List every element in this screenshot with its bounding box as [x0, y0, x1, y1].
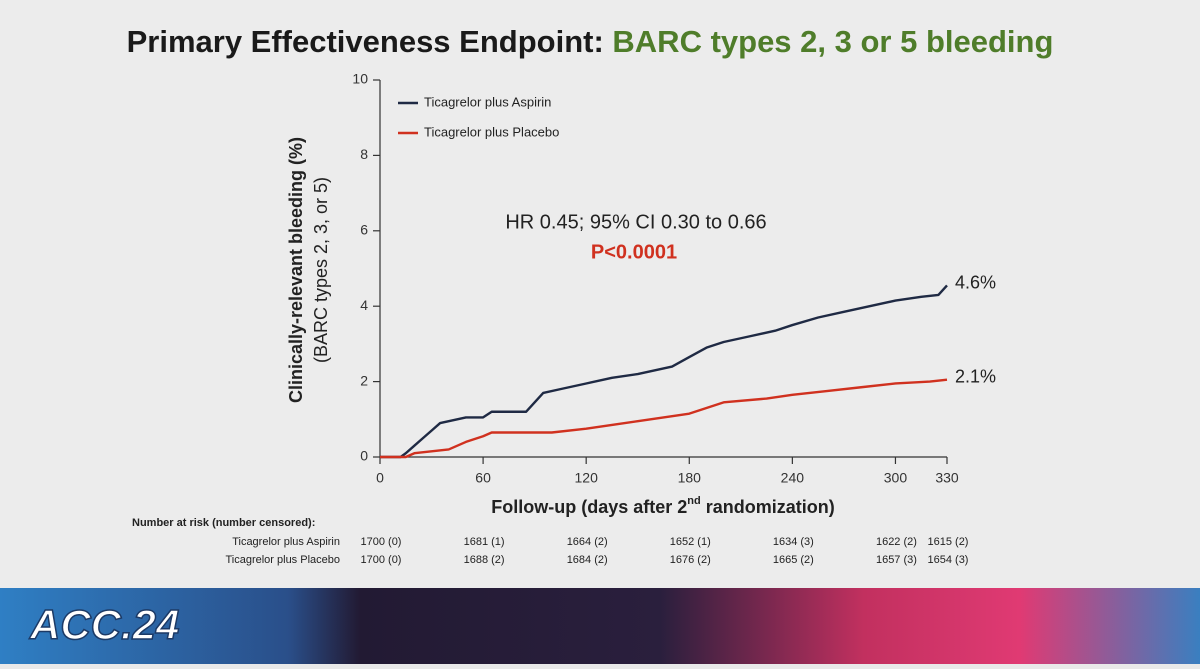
risk-cell: 1634 (3) — [773, 536, 814, 548]
x-axis-label: Follow-up (days after 2nd randomization) — [491, 495, 834, 517]
end-label: 4.6% — [955, 272, 996, 292]
title-main: Primary Effectiveness Endpoint: — [127, 24, 604, 59]
legend-label: Ticagrelor plus Placebo — [424, 124, 559, 139]
x-tick-label: 0 — [376, 470, 384, 486]
y-tick-label: 6 — [360, 222, 368, 238]
y-tick-label: 8 — [360, 146, 368, 162]
x-tick-label: 300 — [884, 470, 908, 486]
x-tick-label: 180 — [678, 470, 702, 486]
risk-cell: 1676 (2) — [670, 554, 711, 566]
end-label: 2.1% — [955, 367, 996, 387]
risk-cell: 1700 (0) — [361, 554, 402, 566]
risk-cell: 1615 (2) — [928, 536, 969, 548]
risk-table-title: Number at risk (number censored): — [132, 517, 315, 529]
risk-cell: 1665 (2) — [773, 554, 814, 566]
risk-cell: 1664 (2) — [567, 536, 608, 548]
risk-cell: 1654 (3) — [928, 554, 969, 566]
km-curve — [380, 378, 948, 459]
risk-cell: 1684 (2) — [567, 554, 608, 566]
y-tick-label: 2 — [360, 372, 368, 388]
y-tick-label: 0 — [360, 448, 368, 464]
x-tick-label: 60 — [475, 470, 491, 486]
risk-cell: 1652 (1) — [670, 536, 711, 548]
risk-cell: 1681 (1) — [464, 536, 505, 548]
x-tick-label: 330 — [935, 470, 959, 486]
footer-logo: ACC.24 — [29, 601, 179, 648]
y-tick-label: 4 — [360, 297, 368, 313]
x-tick-label: 120 — [575, 470, 599, 486]
annotation: P<0.0001 — [591, 241, 677, 263]
y-tick-label: 10 — [352, 71, 368, 87]
y-axis-sublabel: (BARC types 2, 3, or 5) — [311, 177, 331, 363]
x-axis-label-text: Follow-up (days after 2 — [491, 497, 687, 517]
risk-cell: 1657 (3) — [876, 554, 917, 566]
x-tick-label: 240 — [781, 470, 805, 486]
risk-row-name: Ticagrelor plus Aspirin — [232, 536, 340, 548]
y-axis-label: Clinically-relevant bleeding (%) — [286, 137, 306, 403]
risk-row-name: Ticagrelor plus Placebo — [225, 554, 340, 566]
risk-cell: 1622 (2) — [876, 536, 917, 548]
chart-title: Primary Effectiveness Endpoint: BARC typ… — [127, 24, 1054, 59]
risk-cell: 1688 (2) — [464, 554, 505, 566]
title-highlight: BARC types 2, 3 or 5 bleeding — [612, 24, 1053, 59]
km-curve — [380, 284, 948, 459]
annotation: HR 0.45; 95% CI 0.30 to 0.66 — [505, 211, 766, 233]
legend-label: Ticagrelor plus Aspirin — [424, 94, 551, 109]
footer-banner — [0, 588, 1200, 664]
risk-cell: 1700 (0) — [361, 536, 402, 548]
x-axis-label-superscript: nd — [687, 495, 700, 507]
x-axis-label-text: randomization) — [701, 497, 835, 517]
